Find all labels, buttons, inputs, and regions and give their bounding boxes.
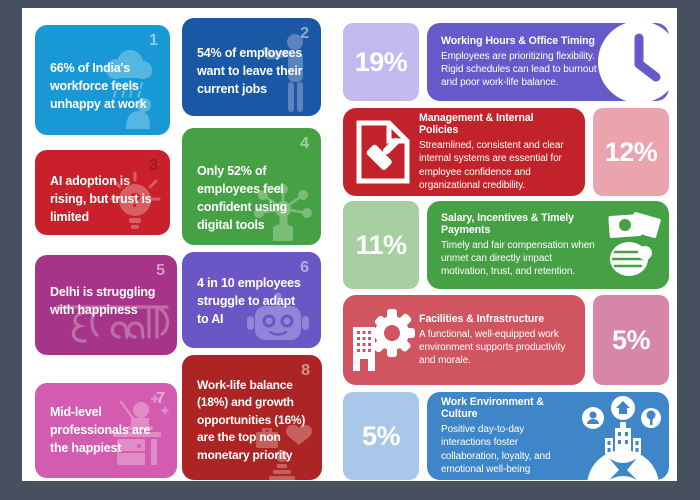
factor-title: Work Environment & Culture bbox=[441, 396, 544, 421]
factor-description: Streamlined, consistent and clear intern… bbox=[419, 140, 564, 191]
hand-network-icon bbox=[254, 184, 312, 241]
robot-icon bbox=[247, 292, 309, 340]
stat-tile-3: 3 AI adoption is rising, but trust is li… bbox=[35, 150, 170, 235]
factor-card: Management & Internal Policies Streamlin… bbox=[343, 108, 585, 196]
gavel-document-icon bbox=[356, 120, 410, 184]
factor-card: Salary, Incentives & Timely Payments Tim… bbox=[427, 201, 669, 289]
tile-number: 8 bbox=[301, 362, 310, 379]
factor-card: Facilities & Infrastructure A functional… bbox=[343, 295, 585, 385]
cash-in-hand-icon bbox=[608, 212, 661, 276]
percent-value: 5% bbox=[361, 420, 401, 451]
tile-number: 7 bbox=[156, 390, 165, 407]
tile-number: 5 bbox=[156, 262, 165, 279]
factor-description: Employees are prioritizing flexibility. … bbox=[441, 50, 597, 89]
factor-title: Management & Internal Policies bbox=[419, 112, 534, 137]
factor-title: Salary, Incentives & Timely Payments bbox=[441, 211, 574, 236]
factor-title: Working Hours & Office Timing bbox=[441, 34, 595, 47]
percent-box: 19% bbox=[343, 23, 419, 101]
factor-card: Work Environment & Culture Positive day-… bbox=[427, 392, 669, 480]
factor-card: Working Hours & Office Timing Employees … bbox=[427, 23, 669, 101]
stat-tile-4: 4 Only 52% of employees feel confident u… bbox=[182, 128, 321, 245]
percent-box: 5% bbox=[593, 295, 669, 385]
tile-number: 3 bbox=[149, 157, 158, 174]
building-gear-icon bbox=[353, 309, 415, 371]
percent-box: 5% bbox=[343, 392, 419, 480]
tile-number: 6 bbox=[300, 259, 309, 276]
percent-value: 11% bbox=[355, 229, 407, 260]
stat-tile-8: 8 Work-life balance (18%) and growth opp… bbox=[182, 355, 322, 480]
stat-tile-5: 5 Delhi is struggling with happiness bbox=[35, 255, 177, 355]
stat-tile-6: 6 4 in 10 employees struggle to adapt to… bbox=[182, 252, 321, 348]
tile-text: Only 52% of employees feel confident usi… bbox=[197, 164, 288, 233]
tile-number: 2 bbox=[300, 25, 309, 42]
rain-cloud-sad-person-icon bbox=[106, 50, 152, 129]
tile-text: 66% of India's workforce feels unhappy a… bbox=[50, 61, 147, 112]
factor-description: A functional, well-equipped work environ… bbox=[419, 328, 566, 367]
tile-text: Mid-level professionals are the happiest bbox=[50, 405, 151, 456]
tile-number: 1 bbox=[149, 32, 158, 49]
stat-tile-2: 2 54% of employees want to leave their c… bbox=[182, 18, 321, 116]
stat-tile-7: 7 Mid-level professionals are the happie… bbox=[35, 383, 177, 478]
happy-person-desk-icon bbox=[113, 394, 169, 465]
clock-icon bbox=[598, 23, 669, 101]
tile-text: AI adoption is rising, but trust is limi… bbox=[50, 174, 152, 225]
percent-value: 5% bbox=[611, 324, 651, 355]
factor-description: Positive day-to-day interactions foster … bbox=[441, 424, 551, 475]
percent-box: 11% bbox=[343, 201, 419, 289]
tile-text: Work-life balance (18%) and growth oppor… bbox=[197, 378, 306, 462]
community-globe-icon bbox=[582, 396, 661, 480]
person-leaving-icon bbox=[262, 34, 303, 112]
tile-text: Delhi is struggling with happiness bbox=[50, 285, 156, 318]
svg-text:?: ? bbox=[129, 190, 141, 212]
tile-number: 4 bbox=[300, 135, 309, 152]
work-life-balance-icon bbox=[256, 424, 312, 480]
factor-title: Facilities & Infrastructure bbox=[419, 312, 545, 325]
tile-text: 4 in 10 employees struggle to adapt to A… bbox=[197, 276, 301, 327]
lightbulb-question-icon: ? bbox=[109, 171, 161, 229]
stat-tile-1: 1 66% of India's workforce feels unhappy… bbox=[35, 25, 170, 135]
factor-description: Timely and fair compensation when unmet … bbox=[441, 239, 595, 278]
dilli-devanagari-watermark bbox=[55, 305, 170, 343]
tile-text: 54% of employees want to leave their cur… bbox=[197, 46, 303, 97]
percent-value: 19% bbox=[354, 46, 408, 77]
infographic-canvas: 1 66% of India's workforce feels unhappy… bbox=[22, 8, 677, 481]
percent-value: 12% bbox=[604, 136, 658, 167]
percent-box: 12% bbox=[593, 108, 669, 196]
